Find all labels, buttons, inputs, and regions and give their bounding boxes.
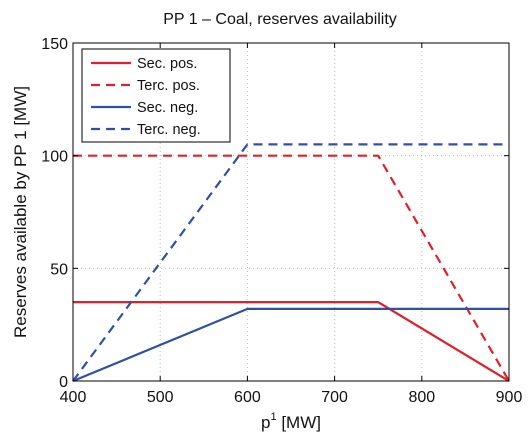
series-line-sec-pos — [73, 301, 510, 382]
legend-label-terc-pos: Terc. pos. — [137, 78, 200, 94]
x-tick-label: 400 — [60, 389, 87, 406]
x-axis-label-suffix: [MW] — [277, 413, 321, 432]
x-tick-label: 800 — [408, 389, 435, 406]
ticks — [72, 42, 510, 382]
y-tick-label: 100 — [41, 149, 68, 166]
x-tick-label: 700 — [321, 389, 348, 406]
chart-title: PP 1 – Coal, reserves availability — [163, 11, 397, 28]
x-axis-label-base: p — [261, 413, 270, 432]
legend-label-terc-neg: Terc. neg. — [137, 122, 201, 138]
x-tick-label: 900 — [496, 389, 523, 406]
x-tick-label: 600 — [234, 389, 261, 406]
y-tick-label: 150 — [41, 36, 68, 53]
legend: Sec. pos. Terc. pos. Sec. neg. Terc. neg. — [81, 48, 231, 143]
y-tick-label: 0 — [59, 374, 68, 391]
x-axis-label-superscript: 1 — [270, 411, 276, 423]
series-layer — [72, 143, 510, 383]
x-axis-label: p1 [MW] — [261, 411, 321, 432]
series-line-terc-pos — [73, 154, 510, 382]
legend-box — [81, 48, 231, 143]
y-tick-label: 50 — [50, 261, 68, 278]
legend-label-sec-neg: Sec. neg. — [137, 100, 198, 116]
y-axis-label: Reserves available by PP 1 [MW] — [11, 86, 30, 338]
x-tick-label: 500 — [147, 389, 174, 406]
plot-frame — [72, 42, 510, 382]
legend-label-sec-pos: Sec. pos. — [137, 56, 197, 72]
legend-items: Sec. pos. Terc. pos. Sec. neg. Terc. neg. — [91, 56, 201, 138]
series-line-sec-neg — [72, 307, 509, 383]
series-line-terc-neg — [72, 143, 509, 382]
tick-labels: 400 500 600 700 800 900 0 50 100 150 — [41, 36, 522, 406]
